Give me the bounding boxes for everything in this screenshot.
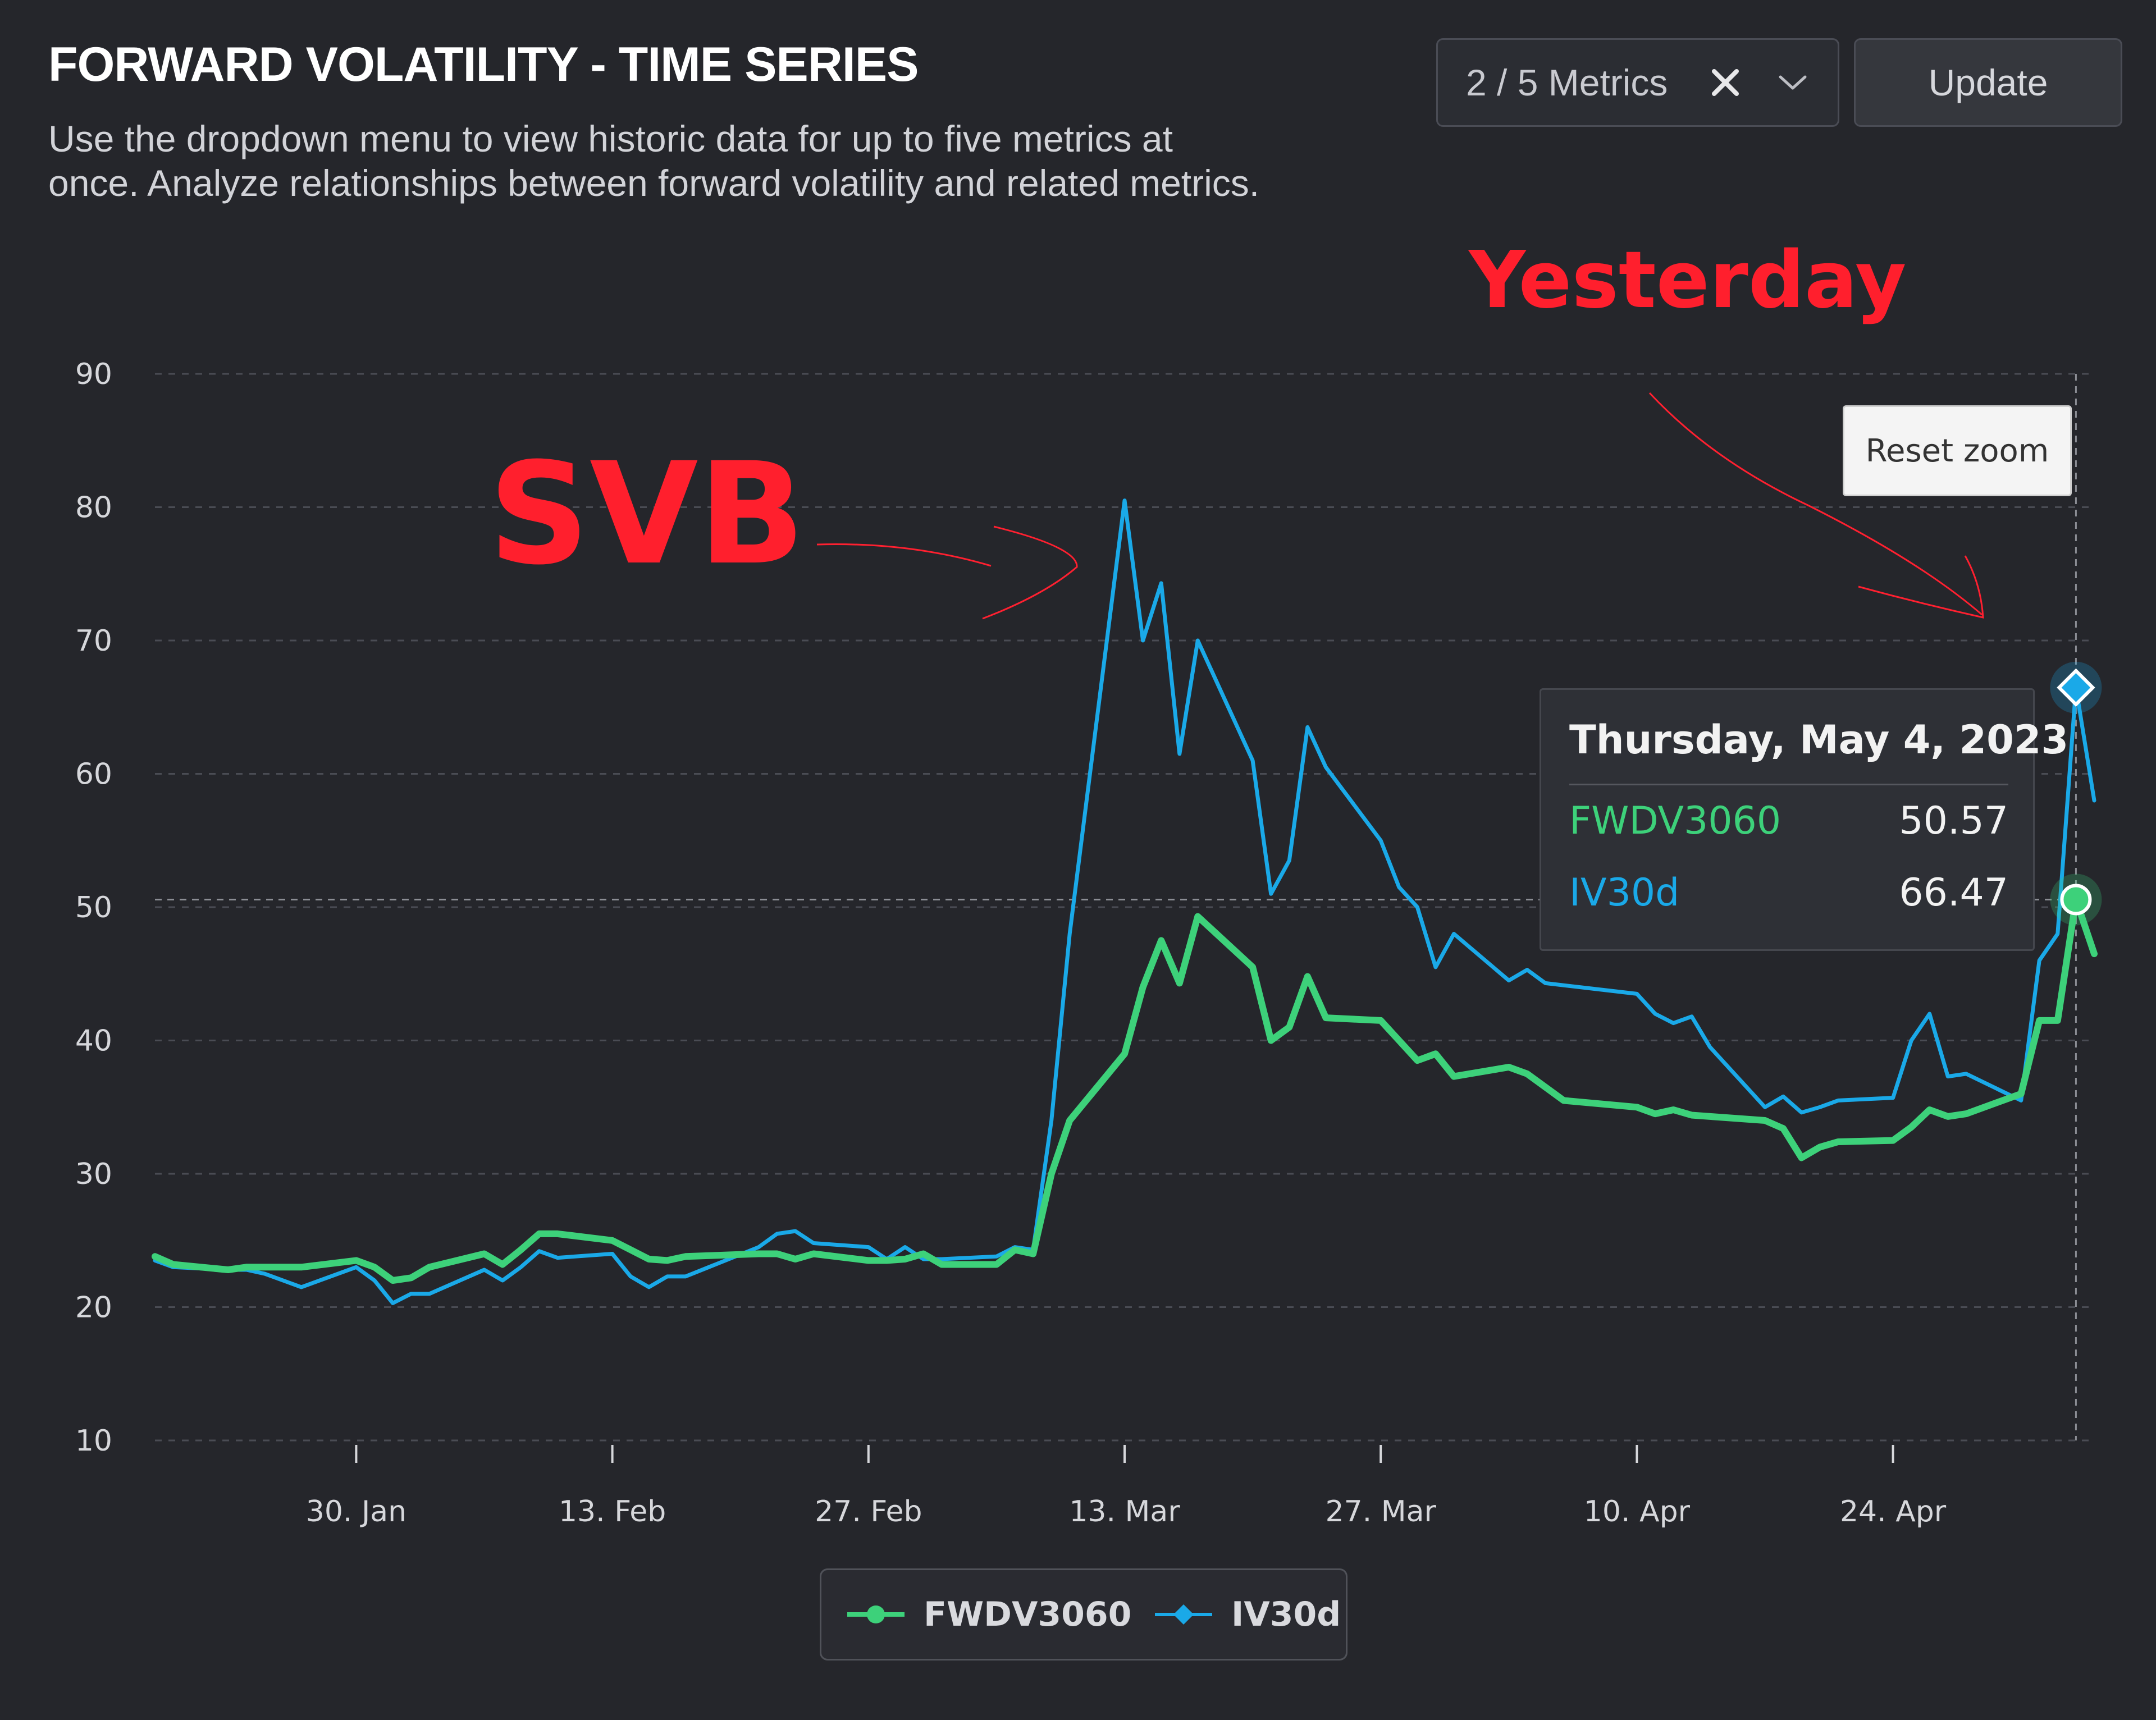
series-line-fwdv3060 — [152, 896, 2098, 1284]
highlight-markers — [2050, 661, 2102, 926]
chart-description: Use the dropdown menu to view historic d… — [48, 118, 1260, 204]
y-tick-label: 20 — [75, 1291, 112, 1325]
tooltip-series-name: FWDV3060 — [1569, 799, 1782, 843]
tooltip-row-fwdv3060: FWDV3060 50.57 — [1569, 799, 2008, 855]
x-axis: 30. Jan 13. Feb 27. Feb 13. Mar 27. Mar 10. A… — [306, 1445, 1947, 1529]
series-line-iv30d — [153, 498, 2096, 1305]
tooltip-series-value: 50.57 — [1899, 799, 2008, 843]
x-tick-label: 13. Feb — [559, 1495, 666, 1529]
legend-label: IV30d — [1231, 1595, 1341, 1634]
legend-item-iv30d[interactable]: IV30d — [1153, 1570, 1341, 1659]
tooltip-divider — [1569, 784, 2008, 785]
tooltip-series-value: 66.47 — [1899, 871, 2008, 915]
yesterday-annotation: Yesterday — [1469, 235, 1907, 326]
update-button[interactable]: Update — [1854, 38, 2122, 127]
x-tick-label: 10. Apr — [1584, 1495, 1691, 1529]
legend-item-fwdv3060[interactable]: FWDV3060 — [845, 1570, 1131, 1659]
tooltip-row-iv30d: IV30d 66.47 — [1569, 871, 2008, 927]
chart-legend: FWDV3060 IV30d — [820, 1568, 1347, 1660]
y-tick-label: 70 — [75, 624, 112, 658]
x-tick-label: 13. Mar — [1069, 1495, 1180, 1529]
y-tick-label: 50 — [75, 891, 112, 925]
x-tick-label: 24. Apr — [1840, 1495, 1947, 1529]
reset-zoom-button[interactable]: Reset zoom — [1843, 405, 2072, 496]
metrics-select[interactable]: 2 / 5 Metrics — [1436, 38, 1839, 127]
fwdv3060-marker — [2060, 884, 2092, 916]
yesterday-arrow — [1648, 392, 1983, 616]
chevron-down-icon[interactable] — [1777, 67, 1808, 98]
svb-arrowhead — [982, 525, 1078, 620]
annotation-arrows — [816, 392, 1984, 620]
legend-label: FWDV3060 — [924, 1595, 1132, 1634]
iv30d-marker — [2057, 668, 2095, 707]
x-tick-label: 27. Mar — [1326, 1495, 1437, 1529]
metrics-select-value: 2 / 5 Metrics — [1466, 62, 1668, 103]
y-tick-label: 80 — [75, 491, 112, 525]
y-tick-label: 60 — [75, 758, 112, 792]
svb-arrow — [816, 543, 992, 567]
y-tick-label: 30 — [75, 1158, 112, 1191]
yesterday-arrowhead — [1858, 555, 1984, 619]
chart-title: FORWARD VOLATILITY - TIME SERIES — [48, 38, 919, 92]
y-axis: 90 80 70 60 50 40 30 20 10 — [75, 358, 112, 1458]
x-tick-label: 30. Jan — [306, 1495, 406, 1529]
tooltip-date: Thursday, May 4, 2023 — [1569, 717, 2069, 763]
y-tick-label: 40 — [75, 1024, 112, 1058]
y-tick-label: 10 — [75, 1424, 112, 1458]
x-tick-label: 27. Feb — [815, 1495, 922, 1529]
close-icon[interactable] — [1709, 66, 1742, 99]
series-lines[interactable] — [152, 498, 2098, 1305]
circle-marker-icon — [847, 1605, 905, 1623]
chart-tooltip: Thursday, May 4, 2023 FWDV3060 50.57 IV3… — [1540, 688, 2068, 951]
y-tick-label: 90 — [75, 358, 112, 391]
tooltip-series-name: IV30d — [1569, 871, 1680, 915]
diamond-marker-icon — [1155, 1604, 1212, 1625]
svb-annotation: SVB — [488, 432, 806, 596]
